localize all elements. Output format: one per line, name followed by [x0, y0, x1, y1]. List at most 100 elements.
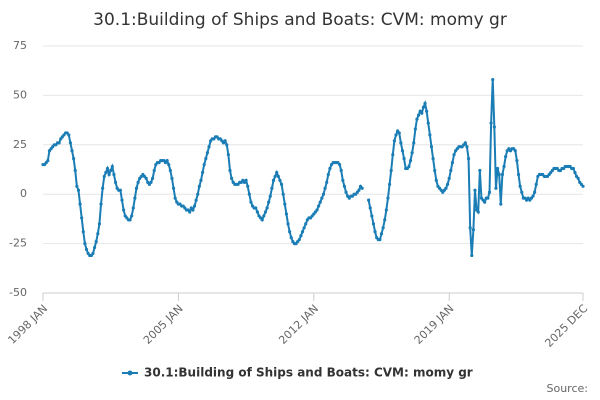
point — [78, 202, 82, 206]
point — [416, 113, 421, 117]
point — [200, 170, 205, 175]
point — [136, 180, 140, 184]
point — [483, 200, 487, 204]
point — [492, 125, 496, 129]
x-tick-label: 2005 JAN — [141, 302, 186, 347]
point — [194, 198, 198, 202]
point — [229, 176, 234, 180]
y-tick-label: -25 — [9, 237, 27, 250]
point — [444, 186, 448, 190]
point — [378, 238, 382, 242]
point — [91, 251, 95, 256]
point — [315, 208, 319, 212]
point — [397, 131, 401, 135]
point — [463, 141, 467, 145]
point — [516, 172, 521, 177]
point — [328, 166, 332, 171]
point — [391, 153, 395, 157]
point — [304, 222, 308, 226]
point — [165, 159, 169, 163]
point — [68, 141, 73, 145]
point — [112, 172, 116, 177]
point — [226, 153, 230, 157]
point — [394, 133, 398, 137]
point — [370, 214, 374, 218]
point — [97, 222, 102, 226]
point — [321, 192, 326, 196]
point — [228, 168, 232, 173]
point — [101, 186, 105, 190]
point — [415, 117, 419, 121]
point — [476, 210, 480, 214]
point — [318, 200, 322, 204]
point — [513, 149, 517, 153]
point — [149, 180, 153, 184]
point — [271, 178, 276, 182]
point — [151, 176, 155, 180]
point — [267, 200, 271, 204]
point — [278, 178, 282, 182]
point — [383, 218, 387, 222]
point — [389, 168, 393, 173]
point — [344, 190, 348, 194]
point — [283, 202, 287, 206]
point — [104, 170, 108, 175]
point — [342, 184, 347, 188]
point — [320, 196, 324, 200]
point — [192, 204, 197, 208]
point — [171, 186, 176, 190]
point — [468, 226, 472, 230]
point — [170, 176, 174, 180]
point — [534, 182, 538, 186]
point — [429, 145, 434, 149]
point — [254, 206, 258, 210]
point — [421, 105, 426, 109]
legend-marker — [127, 370, 133, 376]
point — [450, 160, 455, 165]
point — [341, 178, 345, 182]
point — [497, 172, 501, 177]
point — [339, 168, 343, 173]
point — [449, 168, 453, 173]
point — [499, 202, 503, 206]
point — [357, 188, 361, 192]
point — [96, 232, 100, 236]
point — [384, 208, 388, 212]
point — [433, 168, 437, 173]
point — [70, 149, 74, 153]
point — [491, 77, 495, 82]
point — [420, 111, 424, 115]
point — [273, 174, 277, 179]
point — [302, 226, 306, 230]
point — [188, 210, 192, 214]
y-tick-label: 75 — [13, 39, 27, 52]
point — [83, 242, 87, 246]
point — [152, 168, 156, 173]
point — [72, 157, 76, 161]
x-tick-label: 2012 JAN — [276, 302, 321, 347]
series-line — [43, 79, 584, 257]
point — [286, 222, 290, 226]
point — [487, 190, 492, 194]
point — [249, 200, 253, 204]
point — [207, 145, 211, 149]
y-tick-label: 0 — [20, 187, 27, 200]
point — [167, 162, 171, 167]
point — [121, 208, 126, 212]
point — [81, 230, 85, 234]
point — [46, 159, 50, 163]
point — [581, 184, 585, 188]
x-tick-label: 2025 DEC — [542, 302, 590, 350]
point — [84, 247, 89, 252]
point — [425, 109, 429, 113]
point — [533, 190, 537, 194]
point — [223, 139, 227, 143]
point — [299, 234, 303, 238]
point — [531, 194, 535, 198]
point — [270, 186, 274, 190]
point — [325, 180, 329, 184]
point — [80, 216, 84, 220]
point — [573, 170, 577, 175]
point — [465, 145, 469, 149]
